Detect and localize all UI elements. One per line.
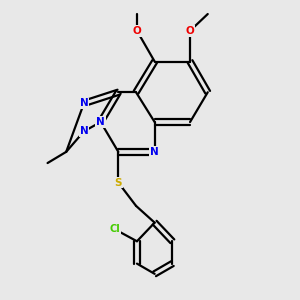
Text: N: N	[80, 98, 88, 108]
Text: N: N	[96, 117, 105, 127]
Text: S: S	[115, 178, 122, 188]
Text: N: N	[80, 126, 88, 136]
Text: O: O	[186, 26, 194, 36]
Text: N: N	[150, 147, 159, 157]
Text: Cl: Cl	[109, 224, 120, 234]
Text: O: O	[133, 26, 141, 36]
